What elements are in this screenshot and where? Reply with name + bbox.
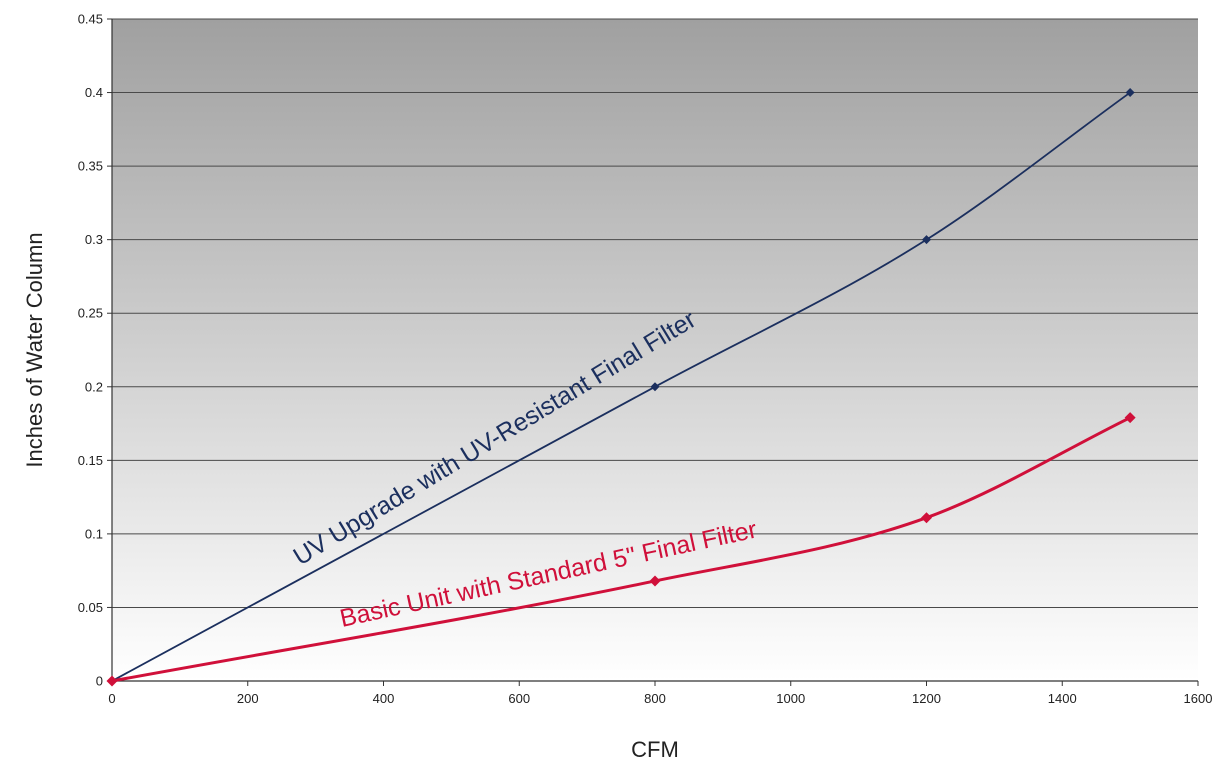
y-tick-label: 0.25 xyxy=(78,306,103,321)
x-tick-label: 600 xyxy=(508,691,530,706)
y-tick-label: 0.45 xyxy=(78,12,103,27)
y-tick-label: 0.4 xyxy=(85,85,103,100)
y-tick-label: 0.1 xyxy=(85,526,103,541)
x-axis-title: CFM xyxy=(631,737,679,762)
x-tick-label: 800 xyxy=(644,691,666,706)
x-tick-label: 1200 xyxy=(912,691,941,706)
y-axis-title: Inches of Water Column xyxy=(22,232,47,467)
y-tick-label: 0.35 xyxy=(78,159,103,174)
x-tick-label: 1400 xyxy=(1048,691,1077,706)
y-tick-label: 0.15 xyxy=(78,453,103,468)
x-tick-label: 1600 xyxy=(1184,691,1213,706)
y-tick-label: 0 xyxy=(96,674,103,689)
y-tick-label: 0.2 xyxy=(85,379,103,394)
x-tick-label: 1000 xyxy=(776,691,805,706)
y-tick-label: 0.05 xyxy=(78,600,103,615)
y-tick-label: 0.3 xyxy=(85,232,103,247)
x-tick-label: 400 xyxy=(373,691,395,706)
x-tick-label: 0 xyxy=(108,691,115,706)
x-tick-label: 200 xyxy=(237,691,259,706)
